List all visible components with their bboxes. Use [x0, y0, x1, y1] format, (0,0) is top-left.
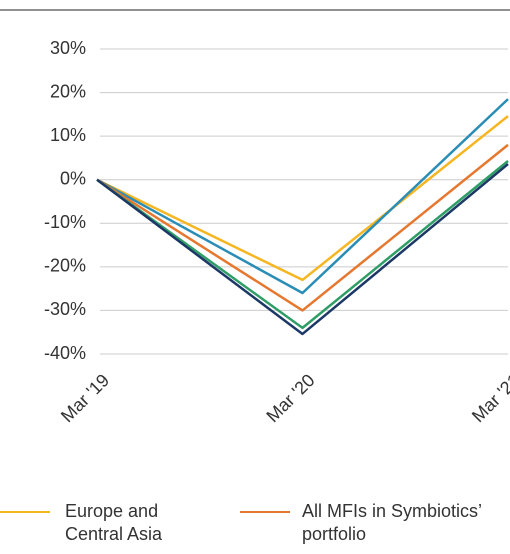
y-tick-label: -40%: [44, 343, 86, 363]
y-tick-label: 30%: [50, 38, 86, 58]
y-tick-label: 20%: [50, 81, 86, 101]
chart: 30% 20% 10% 0% -10% -20% -30% -40% Mar '19 Mar '2…: [0, 9, 510, 426]
x-tick-label: Mar '21: [468, 370, 510, 426]
legend-swatch: [0, 511, 50, 513]
y-tick-label: -30%: [44, 299, 86, 319]
y-tick-label: 10%: [50, 125, 86, 145]
series-line: [96, 143, 509, 312]
y-tick-label: 0%: [60, 168, 86, 188]
y-tick-label: -10%: [44, 212, 86, 232]
series-line: [96, 163, 509, 336]
legend-label: Europe and Central Asia: [65, 501, 163, 544]
x-tick-label: Mar '20: [262, 370, 318, 426]
series-line: [96, 115, 509, 282]
x-tick-label: Mar '19: [57, 370, 113, 426]
series-line: [96, 98, 509, 295]
series-line: [96, 160, 509, 330]
y-tick-label: -20%: [44, 256, 86, 276]
legend-label: All MFIs in Symbiotics’ portfolio: [302, 501, 482, 544]
legend-swatch: [240, 511, 290, 513]
legend: Europe and Central Asia All MFIs in Symbi…: [0, 500, 510, 554]
